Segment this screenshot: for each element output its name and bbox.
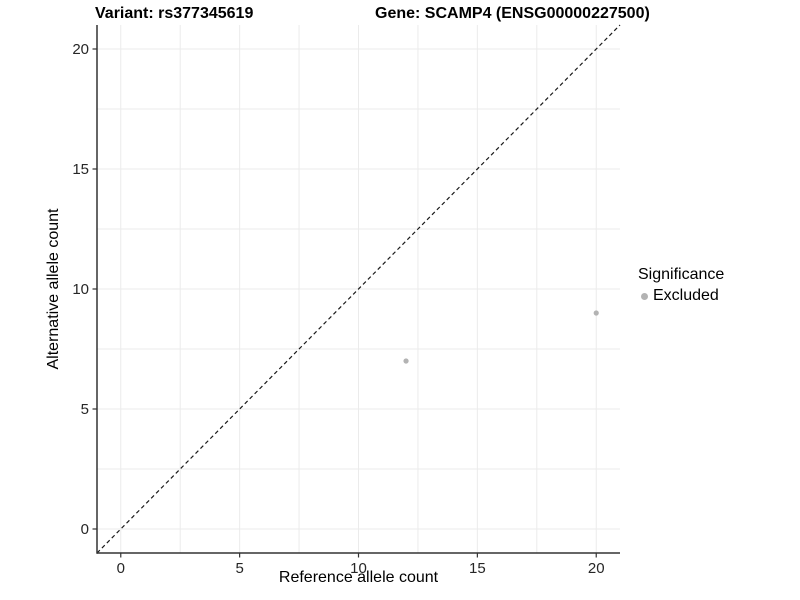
legend-key-dot [641,292,648,300]
y-tick-label: 0 [81,521,89,538]
variant-title: Variant: rs377345619 [95,5,254,22]
y-tick-label: 15 [72,161,89,178]
x-axis-title: Reference allele count [278,569,439,586]
legend-item-label: Excluded [653,287,719,304]
y-tick-label: 5 [81,401,89,418]
identity-line [96,24,621,554]
x-tick-label: 0 [117,560,125,577]
legend: Significance Excluded [638,266,724,305]
data-point [593,310,599,316]
gene-title: Gene: SCAMP4 (ENSG00000227500) [375,5,650,22]
x-tick-label: 15 [469,560,486,577]
y-axis-title: Alternative allele count [45,208,62,370]
legend-title: Significance [638,266,725,283]
x-tick-label: 5 [235,560,243,577]
data-point [403,358,409,364]
y-tick-label: 20 [72,41,89,58]
x-tick-label: 20 [588,560,605,577]
x-tick-label: 10 [350,560,367,577]
y-tick-label: 10 [72,281,89,298]
legend-item-excluded: Excluded [638,287,724,305]
